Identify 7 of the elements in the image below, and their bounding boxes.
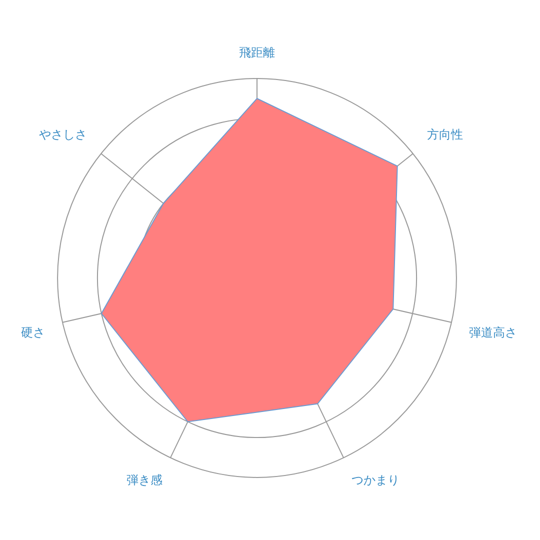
spoke-label: つかまり: [351, 473, 400, 488]
spoke-label: 弾き感: [126, 473, 163, 488]
spoke-label: 方向性: [427, 127, 464, 142]
spoke-label: やさしさ: [38, 127, 87, 142]
spoke-label: 飛距離: [239, 45, 275, 60]
spoke-label: 硬さ: [21, 326, 45, 340]
spoke-label: 弾道高さ: [469, 326, 517, 340]
